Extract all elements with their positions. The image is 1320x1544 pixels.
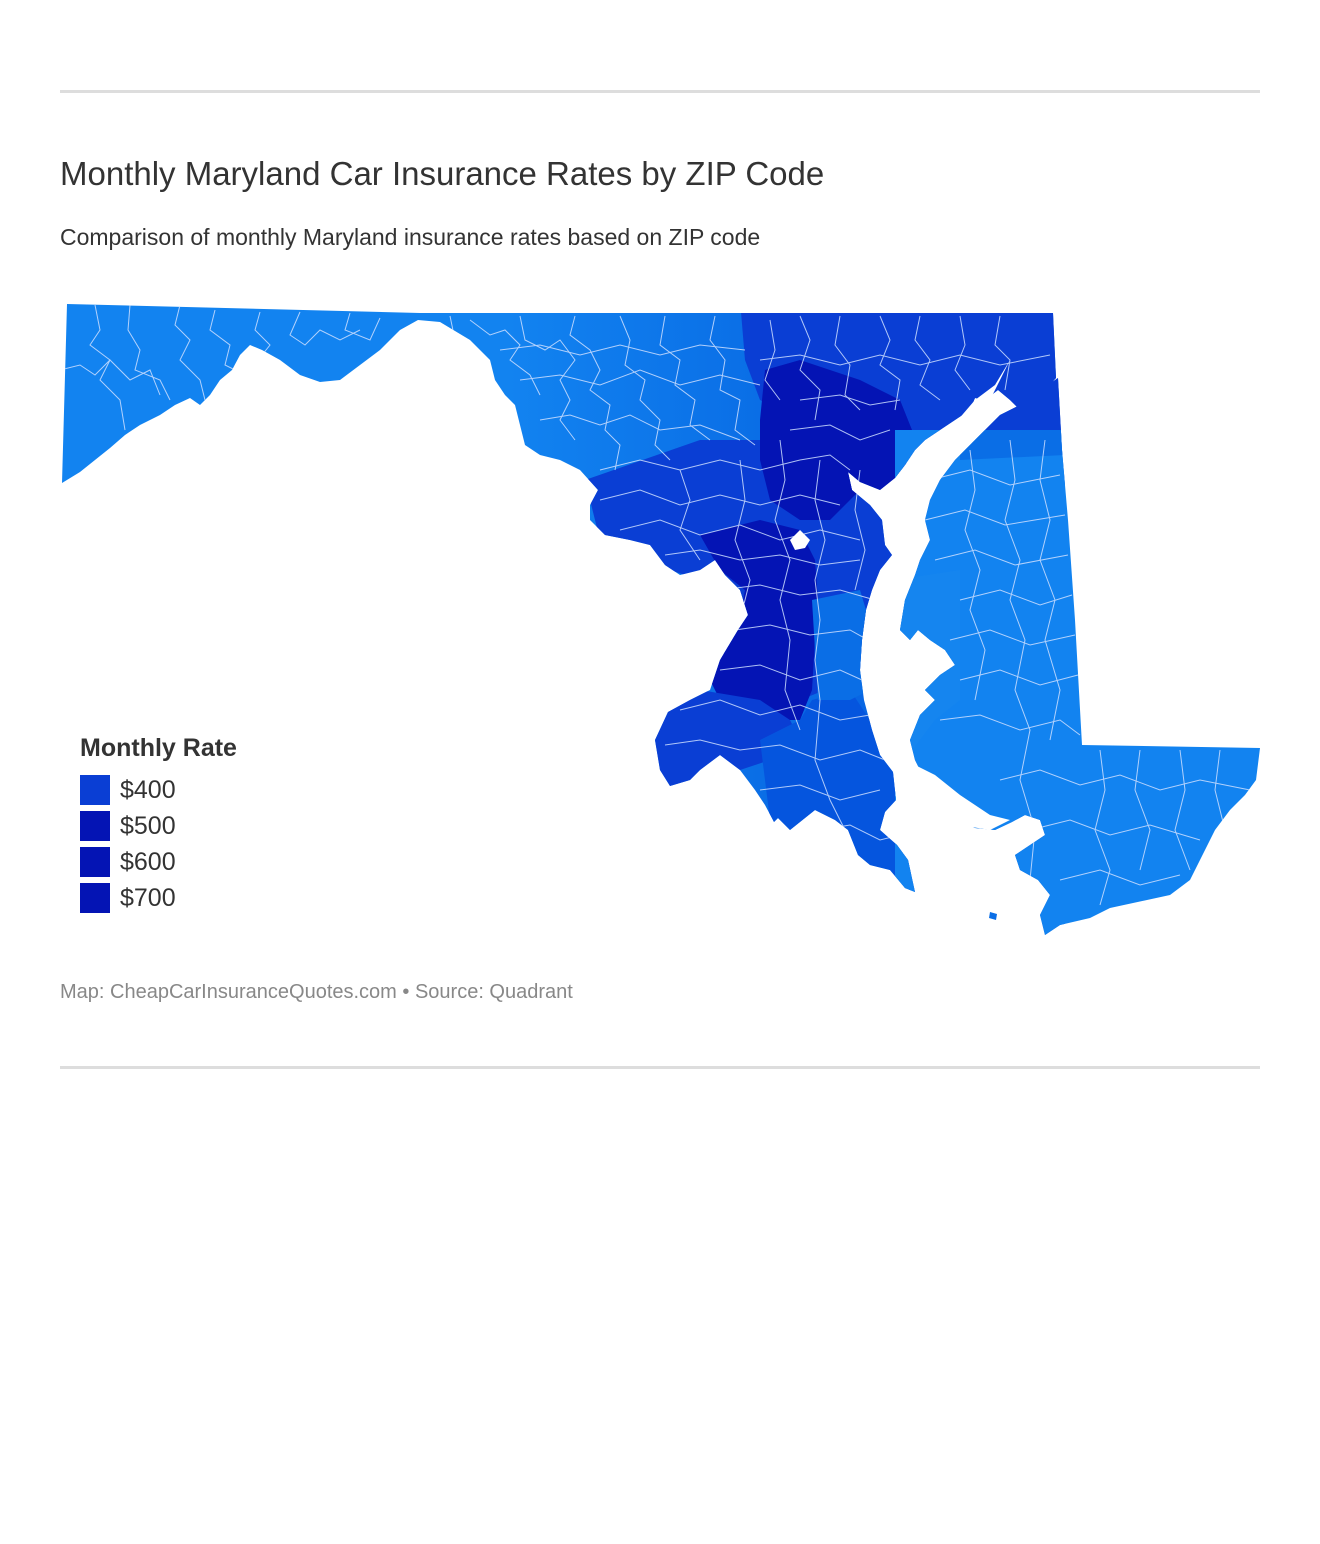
- legend-swatch: [80, 811, 110, 841]
- chart-title: Monthly Maryland Car Insurance Rates by …: [60, 155, 825, 192]
- legend-label: $700: [120, 883, 176, 912]
- calvert-north-region[interactable]: [812, 590, 875, 700]
- zip-regions: [62, 304, 1260, 935]
- legend-item: $500: [80, 811, 237, 841]
- legend: Monthly Rate $400 $500 $600 $700: [80, 734, 237, 919]
- kent-island-region[interactable]: [895, 570, 960, 760]
- baltimore-region[interactable]: [760, 360, 912, 520]
- legend-label: $400: [120, 775, 176, 804]
- top-divider: [60, 90, 1260, 93]
- legend-swatch: [80, 775, 110, 805]
- chart-subtitle: Comparison of monthly Maryland insurance…: [60, 224, 761, 250]
- legend-label: $600: [120, 847, 176, 876]
- legend-item: $400: [80, 775, 237, 805]
- charles-region[interactable]: [650, 690, 800, 790]
- legend-label: $500: [120, 811, 176, 840]
- legend-item: $700: [80, 883, 237, 913]
- smith-island: [989, 912, 997, 920]
- lake-artemesia: [790, 530, 810, 550]
- bottom-divider: [60, 1066, 1260, 1069]
- upper-shore-region[interactable]: [960, 430, 1065, 460]
- legend-swatch: [80, 847, 110, 877]
- choptank-river: [905, 760, 1010, 830]
- prince-georges-region[interactable]: [690, 520, 818, 720]
- susquehanna-river: [925, 360, 1010, 460]
- legend-item: $600: [80, 847, 237, 877]
- legend-title: Monthly Rate: [80, 734, 237, 762]
- source-attribution: Map: CheapCarInsuranceQuotes.com • Sourc…: [60, 981, 573, 1003]
- legend-swatch: [80, 883, 110, 913]
- zip-boundaries: [62, 304, 1251, 906]
- water-bodies: [790, 360, 1010, 920]
